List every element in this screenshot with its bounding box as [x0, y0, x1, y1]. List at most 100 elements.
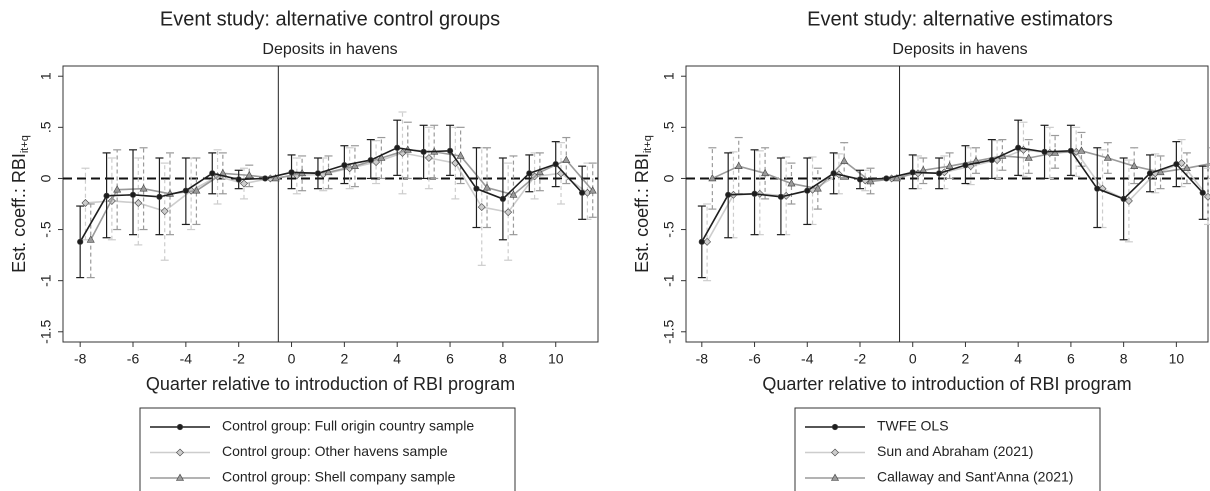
- point: [350, 161, 359, 169]
- point: [1182, 163, 1191, 172]
- point: [377, 153, 386, 161]
- point: [831, 448, 839, 457]
- legend-label: Control group: Full origin country sampl…: [222, 418, 474, 434]
- point: [1103, 153, 1112, 161]
- point: [473, 185, 480, 192]
- point: [1094, 185, 1101, 192]
- series-line: [79, 146, 583, 243]
- point: [1204, 192, 1210, 201]
- point: [477, 203, 486, 211]
- point: [367, 156, 374, 164]
- point: [1130, 161, 1139, 169]
- point: [192, 186, 201, 194]
- point: [945, 161, 954, 169]
- point: [830, 473, 840, 481]
- point: [483, 183, 492, 191]
- point: [988, 156, 995, 164]
- y-tick-label: 1: [661, 72, 677, 80]
- x-tick-label: -2: [232, 351, 245, 367]
- point: [240, 179, 248, 188]
- point: [777, 193, 785, 200]
- point: [262, 175, 269, 182]
- point: [883, 175, 890, 182]
- plot-frame: [685, 65, 1209, 343]
- x-tick-label: 4: [393, 351, 401, 367]
- point: [324, 167, 333, 176]
- point: [1077, 146, 1086, 154]
- y-tick-label: 0: [38, 174, 54, 182]
- point: [856, 176, 864, 183]
- point: [698, 238, 705, 245]
- chart-subtitle: Deposits in havens: [892, 41, 1027, 58]
- point: [103, 192, 110, 199]
- x-tick-label: 8: [499, 351, 507, 367]
- y-axis-label-sub: it+q: [19, 135, 31, 153]
- point: [1041, 148, 1048, 155]
- point: [341, 162, 348, 169]
- point: [892, 174, 901, 182]
- point: [761, 168, 770, 177]
- y-tick-label: .5: [661, 121, 677, 133]
- point: [831, 423, 839, 431]
- point: [562, 155, 571, 163]
- legend-label: Control group: Other havens sample: [222, 443, 448, 459]
- x-tick-label: -8: [74, 351, 87, 367]
- point: [77, 238, 84, 245]
- point: [526, 170, 533, 177]
- x-tick-label: -4: [180, 351, 193, 367]
- point: [1067, 147, 1075, 154]
- point: [499, 195, 506, 202]
- panel: Event study: alternative estimators Depos…: [632, 8, 1210, 491]
- point: [962, 162, 969, 169]
- point: [830, 170, 837, 177]
- point: [1024, 153, 1033, 161]
- y-tick-label: .5: [38, 121, 54, 133]
- point: [504, 208, 513, 217]
- x-tick-label: -6: [748, 351, 761, 367]
- point: [509, 190, 518, 198]
- point: [1015, 144, 1022, 151]
- x-tick-label: 2: [962, 351, 970, 367]
- point: [176, 423, 184, 431]
- x-tick-label: -6: [127, 351, 140, 367]
- point: [1173, 161, 1180, 168]
- point: [935, 170, 943, 177]
- y-tick-label: -1: [38, 274, 54, 287]
- point: [804, 187, 811, 194]
- point: [583, 188, 592, 197]
- y-axis-label: Est. coeff.: RBIit+q: [9, 135, 31, 273]
- series-line: [701, 146, 1204, 243]
- point: [909, 169, 916, 176]
- point: [394, 144, 401, 151]
- point: [182, 187, 189, 194]
- point: [139, 184, 148, 192]
- x-tick-label: 4: [1014, 351, 1022, 367]
- y-tick-label: 1: [38, 72, 54, 80]
- x-tick-label: -4: [801, 351, 814, 367]
- y-axis-label-sub: it+q: [642, 135, 654, 153]
- point: [175, 473, 185, 481]
- chart-title: Event study: alternative estimators: [807, 8, 1113, 30]
- legend-box: [139, 407, 516, 491]
- point: [703, 237, 712, 246]
- point: [446, 147, 454, 154]
- y-tick-label: -1.5: [661, 320, 677, 344]
- point: [113, 185, 122, 193]
- point: [288, 169, 295, 176]
- point: [245, 170, 254, 179]
- point: [1146, 170, 1154, 177]
- point: [734, 161, 743, 169]
- x-tick-label: 6: [446, 351, 454, 367]
- x-tick-label: -8: [696, 351, 709, 367]
- y-tick-label: 0: [661, 174, 677, 182]
- point: [81, 199, 90, 207]
- y-tick-label: -.5: [38, 221, 54, 238]
- point: [209, 170, 216, 177]
- point: [725, 191, 732, 198]
- point: [235, 176, 242, 183]
- point: [1199, 189, 1206, 196]
- point: [579, 189, 586, 196]
- point: [420, 148, 427, 155]
- point: [86, 235, 95, 243]
- x-tick-label: 0: [288, 351, 296, 367]
